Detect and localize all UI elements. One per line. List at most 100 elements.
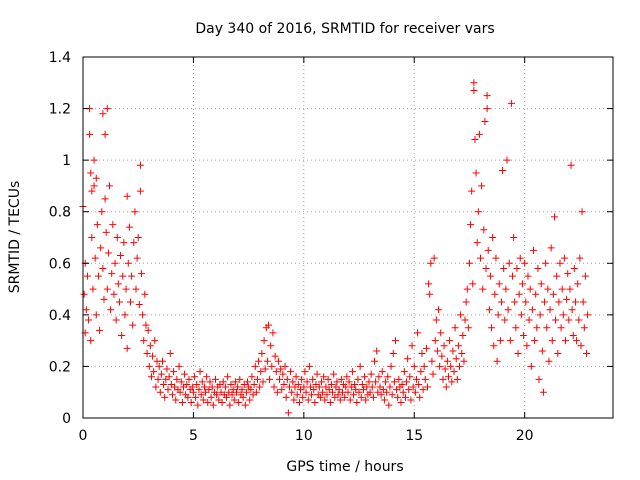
data-point bbox=[411, 388, 419, 396]
data-point bbox=[280, 380, 288, 388]
data-point bbox=[474, 208, 482, 216]
data-point bbox=[494, 311, 502, 319]
data-point bbox=[130, 239, 138, 247]
data-point bbox=[336, 396, 344, 404]
data-point bbox=[108, 270, 116, 278]
data-point bbox=[513, 264, 521, 272]
data-point bbox=[223, 393, 231, 401]
data-point bbox=[377, 391, 385, 399]
data-points bbox=[79, 79, 592, 417]
data-point bbox=[535, 375, 543, 383]
data-point bbox=[543, 324, 551, 332]
data-point bbox=[305, 362, 313, 370]
data-point bbox=[544, 285, 552, 293]
data-point bbox=[408, 342, 416, 350]
y-axis-label: SRMTID / TECUs bbox=[7, 181, 23, 294]
data-point bbox=[442, 383, 450, 391]
data-point bbox=[168, 391, 176, 399]
data-point bbox=[113, 234, 121, 241]
data-point bbox=[294, 380, 302, 388]
data-point bbox=[512, 324, 520, 332]
data-point bbox=[356, 362, 364, 370]
data-point bbox=[253, 375, 261, 383]
data-point bbox=[565, 316, 573, 324]
y-tick-label: 1.2 bbox=[49, 102, 71, 118]
data-point bbox=[463, 285, 471, 293]
data-point bbox=[419, 386, 427, 394]
data-point bbox=[548, 337, 556, 345]
data-point bbox=[447, 362, 455, 370]
data-point bbox=[500, 264, 508, 272]
data-point bbox=[534, 264, 542, 272]
data-point bbox=[189, 388, 197, 396]
data-point bbox=[90, 182, 98, 190]
data-point bbox=[193, 380, 201, 388]
data-point bbox=[271, 352, 279, 360]
data-point bbox=[87, 337, 95, 345]
data-point bbox=[135, 301, 143, 309]
data-point bbox=[227, 380, 235, 388]
data-point bbox=[545, 357, 553, 365]
data-point bbox=[489, 234, 497, 241]
data-point bbox=[188, 383, 196, 391]
data-point bbox=[145, 362, 153, 370]
data-point bbox=[242, 388, 250, 396]
data-point bbox=[318, 378, 325, 386]
data-point bbox=[530, 246, 537, 254]
data-point bbox=[554, 350, 562, 358]
grid-lines bbox=[83, 57, 613, 418]
data-point bbox=[248, 373, 256, 381]
data-point bbox=[507, 99, 515, 107]
data-point bbox=[536, 311, 544, 319]
data-point bbox=[546, 306, 554, 314]
data-point bbox=[184, 393, 192, 401]
data-point bbox=[126, 298, 134, 306]
data-point bbox=[436, 362, 444, 370]
data-point bbox=[88, 187, 96, 195]
data-point bbox=[416, 393, 424, 401]
data-point bbox=[234, 383, 242, 391]
data-point bbox=[136, 161, 144, 169]
data-point bbox=[420, 362, 428, 370]
data-point bbox=[321, 396, 329, 404]
data-point bbox=[510, 234, 518, 241]
data-point bbox=[367, 370, 375, 378]
data-point bbox=[315, 383, 323, 391]
data-point bbox=[333, 378, 341, 386]
data-point bbox=[114, 280, 122, 288]
data-point bbox=[146, 342, 154, 350]
data-point bbox=[542, 259, 550, 267]
data-point bbox=[444, 373, 452, 381]
data-point bbox=[141, 290, 149, 298]
data-point bbox=[177, 378, 185, 386]
data-point bbox=[556, 259, 564, 267]
data-point bbox=[581, 272, 589, 280]
data-point bbox=[433, 347, 441, 355]
data-point bbox=[431, 337, 439, 345]
data-point bbox=[503, 156, 511, 164]
data-point bbox=[324, 375, 332, 383]
data-point bbox=[365, 378, 373, 386]
data-point bbox=[123, 192, 131, 200]
data-point bbox=[231, 378, 239, 386]
data-point bbox=[144, 326, 152, 334]
data-point bbox=[481, 117, 489, 125]
data-point bbox=[198, 378, 206, 386]
data-point bbox=[203, 373, 211, 381]
data-point bbox=[122, 285, 130, 293]
data-point bbox=[533, 324, 541, 332]
data-point bbox=[319, 388, 327, 396]
data-point bbox=[470, 79, 478, 87]
data-point bbox=[257, 368, 265, 376]
x-tick-label: 20 bbox=[516, 428, 534, 444]
data-point bbox=[350, 391, 358, 399]
data-point bbox=[187, 399, 195, 407]
data-point bbox=[451, 324, 459, 332]
data-point bbox=[424, 383, 431, 391]
data-point bbox=[552, 316, 560, 324]
data-point bbox=[239, 393, 247, 401]
data-point bbox=[173, 375, 181, 383]
data-point bbox=[515, 290, 523, 298]
data-point bbox=[101, 195, 109, 203]
data-point bbox=[516, 254, 524, 262]
